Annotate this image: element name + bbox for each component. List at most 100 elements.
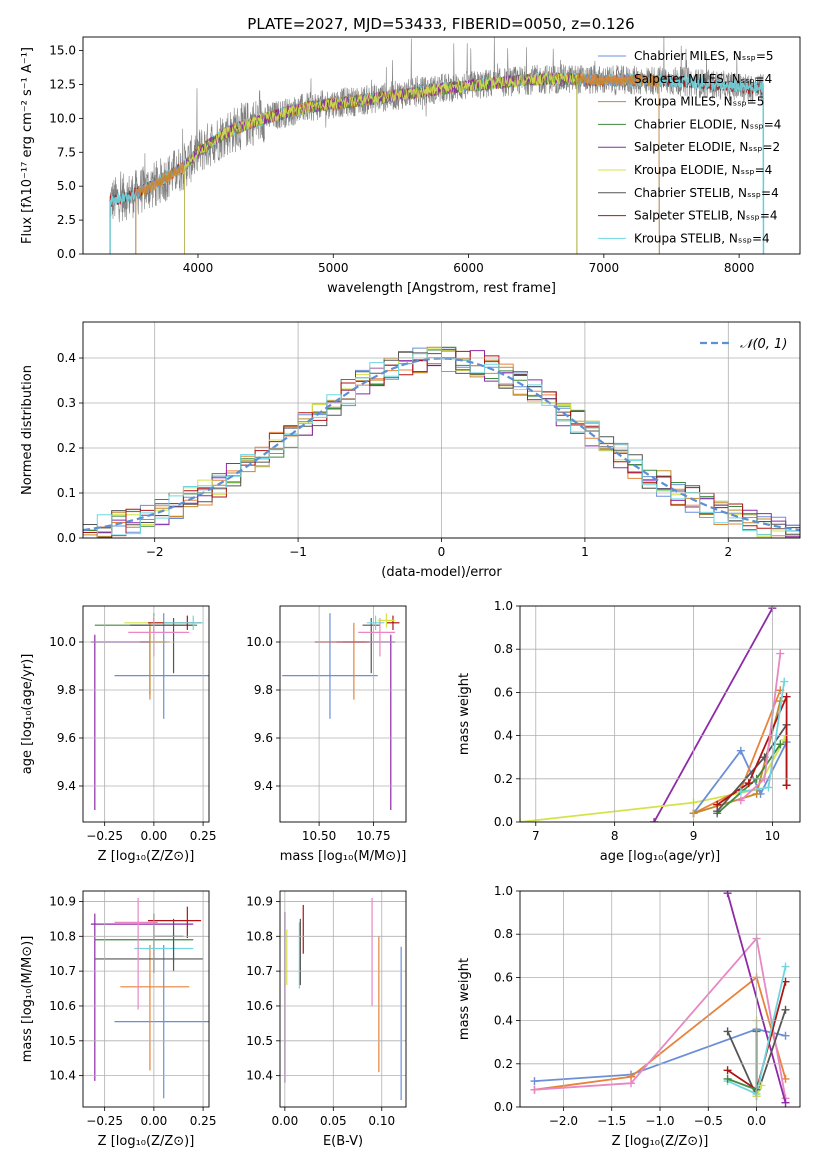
legend-label: Kroupa ELODIE, Nₛₛₚ=4: [634, 163, 772, 177]
y-tick-label: 0.4: [494, 1014, 513, 1028]
plus-marker: [530, 1077, 539, 1086]
panel-weight_vs_Z: −2.0 −1.5 −1.0 −0.5 0.0 0.0 0.2 0.4 0.6 0.8 1.0 Z […: [457, 884, 801, 1149]
plus-marker: [776, 649, 785, 658]
y-tick-label: 0.0: [57, 531, 76, 545]
panel-spectrum: 4000 5000 6000 7000 8000 0.0 2.5 5.0 7.5 10.0 12.5…: [20, 36, 801, 296]
y-tick-label: 10.9: [246, 894, 273, 908]
legend-label: Kroupa STELIB, Nₛₛₚ=4: [634, 231, 770, 245]
plus-marker: [627, 1079, 636, 1088]
x-tick-label: 9: [690, 829, 698, 843]
y-tick-label: 5.0: [57, 179, 76, 193]
plot-frame: [82, 890, 210, 1108]
plus-marker: [782, 692, 791, 701]
plus-marker: [723, 1066, 732, 1075]
y-tick-label: 0.3: [57, 396, 76, 410]
x-tick-label: 0.00: [141, 1114, 168, 1128]
legend-label: Chabrier STELIB, Nₛₛₚ=4: [634, 186, 779, 200]
y-tick-label: 9.8: [254, 683, 273, 697]
y-tick-label: 10.5: [49, 1034, 76, 1048]
x-axis-label: wavelength [Angstrom, rest frame]: [327, 281, 556, 296]
plus-marker: [723, 1074, 732, 1083]
plot-frame: [82, 605, 210, 823]
plus-marker: [764, 783, 773, 792]
x-tick-label: 0.10: [368, 1114, 395, 1128]
legend-label: Chabrier ELODIE, Nₛₛₚ=4: [634, 117, 781, 131]
y-tick-label: 9.4: [254, 779, 273, 793]
x-tick-label: 0.00: [141, 829, 168, 843]
x-tick-label: 1: [581, 545, 589, 559]
y-tick-label: 10.6: [49, 999, 76, 1013]
plot-area: [90, 613, 209, 810]
y-tick-label: 0.4: [57, 351, 76, 365]
y-axis-label: mass weight: [457, 958, 472, 1040]
x-tick-label: 0: [438, 545, 446, 559]
x-axis-label: Z [log₁₀(Z/Z⊙)]: [612, 1134, 709, 1149]
y-tick-label: 9.6: [254, 731, 273, 745]
x-tick-label: 10.75: [356, 829, 390, 843]
plus-marker: [752, 789, 761, 798]
y-tick-label: 10.0: [49, 635, 76, 649]
y-tick-label: 0.0: [494, 1100, 513, 1114]
x-axis-label: (data-model)/error: [381, 565, 502, 580]
plus-marker: [780, 677, 789, 686]
plus-marker: [781, 1031, 790, 1040]
y-tick-label: 10.8: [246, 929, 273, 943]
figure-title: PLATE=2027, MJD=53433, FIBERID=0050, z=0…: [247, 15, 634, 33]
plus-marker: [713, 800, 722, 809]
x-tick-label: −0.25: [86, 1114, 123, 1128]
x-tick-label: 2: [724, 545, 732, 559]
legend: Chabrier MILES, Nₛₛₚ=5 Salpeter MILES, Nₛ…: [598, 49, 781, 245]
y-tick-label: 15.0: [49, 44, 76, 58]
y-tick-label: 10.4: [49, 1069, 76, 1083]
y-tick-label: 1.0: [494, 599, 513, 613]
x-tick-label: 0.05: [320, 1114, 347, 1128]
y-axis-label: Flux [fλ10⁻¹⁷ erg cm⁻² s⁻¹ A⁻¹]: [20, 47, 35, 244]
x-tick-label: 7: [532, 829, 540, 843]
weight-line-kroupa-elodie: [520, 739, 785, 822]
plus-marker: [776, 740, 785, 749]
panel-age_vs_Z: −0.25 0.00 0.25 9.4 9.6 9.8 10.0 Z [log₁₀(Z/Z⊙)…: [20, 605, 216, 864]
model-spectrum-salpeter-elodie: [184, 72, 578, 254]
x-tick-label: −1.5: [597, 1114, 626, 1128]
x-tick-label: 10.50: [302, 829, 336, 843]
y-tick-label: 10.4: [246, 1069, 273, 1083]
y-tick-label: 0.6: [494, 970, 513, 984]
panel-mass_vs_ebv: 0.00 0.05 0.10 10.4 10.5 10.6 10.7 10.8 10.9 E(B-…: [246, 890, 407, 1149]
plot-frame: [519, 890, 801, 1108]
panel-residuals: −2 −1 0 1 2 0.0 0.1 0.2 0.3 0.4 (data-model)/error…: [20, 321, 801, 580]
plus-marker: [723, 1027, 732, 1036]
y-tick-label: 0.2: [57, 441, 76, 455]
plot-frame: [82, 321, 801, 539]
y-tick-label: 10.5: [246, 1034, 273, 1048]
y-tick-label: 10.9: [49, 894, 76, 908]
x-tick-label: −2.0: [549, 1114, 578, 1128]
legend-label: Salpeter MILES, Nₛₛₚ=4: [634, 72, 772, 86]
x-tick-label: −2: [146, 545, 164, 559]
y-tick-label: 0.0: [494, 815, 513, 829]
y-axis-label: Normed distribution: [20, 365, 35, 495]
x-tick-label: −0.5: [694, 1114, 723, 1128]
plot-frame: [519, 605, 801, 823]
weight-line-salpeter-elodie: [653, 607, 774, 822]
panel-mass_vs_Z: −0.25 0.00 0.25 10.4 10.5 10.6 10.7 10.8 10.9 Z […: [20, 890, 217, 1149]
y-tick-label: 1.0: [494, 884, 513, 898]
legend-label: Salpeter STELIB, Nₛₛₚ=4: [634, 209, 778, 223]
plus-marker: [650, 818, 659, 822]
y-axis-label: age [log₁₀(age/yr)]: [20, 654, 35, 775]
plot-area: [282, 613, 400, 810]
plus-marker: [782, 781, 791, 790]
legend-label: Salpeter ELODIE, Nₛₛₚ=2: [634, 140, 780, 154]
x-tick-label: 0.25: [190, 1114, 217, 1128]
y-tick-label: 9.6: [57, 731, 76, 745]
x-tick-label: 7000: [589, 261, 620, 275]
plus-marker: [736, 796, 745, 805]
x-tick-label: 6000: [453, 261, 484, 275]
plus-marker: [723, 891, 732, 898]
y-tick-label: 2.5: [57, 213, 76, 227]
plot-frame: [279, 890, 407, 1108]
panel-age_vs_mass: 10.50 10.75 9.4 9.6 9.8 10.0 mass [log₁₀(M/M⊙)…: [246, 605, 407, 864]
x-tick-label: 10: [765, 829, 780, 843]
plus-marker: [757, 1081, 766, 1090]
legend-label: Chabrier MILES, Nₛₛₚ=5: [634, 49, 774, 63]
